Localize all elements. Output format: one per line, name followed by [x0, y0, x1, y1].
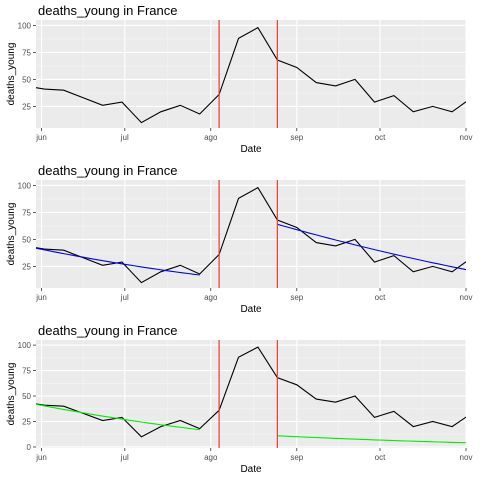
chart-1: deaths_young in France 25 50 75 100 jun jul ago…: [6, 3, 472, 155]
x-tick-label: jun: [35, 293, 47, 302]
y-tick-label: 50: [22, 235, 31, 244]
x-tick-label: nov: [460, 293, 473, 302]
y-tick-label: 50: [22, 392, 31, 401]
x-tick-label: jun: [35, 133, 47, 142]
series-line: [36, 346, 466, 438]
x-tick-label: jul: [120, 453, 129, 462]
plot-panel: [36, 180, 466, 288]
x-axis-label: Date: [240, 144, 262, 155]
y-axis-label: deaths_young: [6, 43, 17, 106]
series-line: [36, 26, 466, 124]
x-tick-label: sep: [290, 293, 303, 302]
x-tick-label: jul: [120, 293, 129, 302]
x-tick-label: nov: [460, 453, 473, 462]
chart-2: deaths_young in France 25 50 75 100 jun jul ago…: [6, 163, 472, 315]
chart-title: deaths_young in France: [38, 163, 177, 178]
y-tick-label: 25: [22, 418, 31, 427]
x-axis-label: Date: [240, 464, 262, 475]
plot-area: [36, 340, 466, 448]
plot-area: [36, 20, 466, 128]
y-tick-label: 75: [22, 48, 31, 57]
chart-title: deaths_young in France: [38, 3, 177, 18]
x-axis-label: Date: [240, 304, 262, 315]
x-tick-label: ago: [204, 453, 218, 462]
fit-curve-blue: [277, 223, 466, 271]
y-tick-label: 100: [18, 21, 32, 30]
y-tick-label: 75: [22, 367, 31, 376]
y-tick-label: 75: [22, 208, 31, 217]
x-tick-label: oct: [375, 133, 386, 142]
y-tick-label: 25: [22, 102, 31, 111]
plot-area: [36, 180, 466, 288]
x-tick-label: ago: [204, 293, 218, 302]
x-tick-label: oct: [375, 293, 386, 302]
x-tick-label: sep: [290, 453, 303, 462]
x-tick-label: ago: [204, 133, 218, 142]
series-line: [36, 186, 466, 284]
chart-title: deaths_young in France: [38, 323, 177, 338]
y-tick-label: 0: [27, 443, 32, 452]
plot-panel: [36, 340, 466, 448]
y-tick-label: 100: [18, 341, 32, 350]
y-tick-label: 25: [22, 262, 31, 271]
x-tick-label: jun: [35, 453, 47, 462]
x-tick-label: sep: [290, 133, 303, 142]
y-tick-label: 100: [18, 181, 32, 190]
x-tick-label: nov: [460, 133, 473, 142]
y-axis-label: deaths_young: [6, 203, 17, 266]
fit-curve-green: [36, 403, 200, 431]
fit-curve-green: [277, 435, 466, 444]
plot-panel: [36, 20, 466, 128]
chart-3: deaths_young in France 0 25 50 75 100 jun jul ag…: [6, 323, 472, 475]
y-axis-label: deaths_young: [6, 363, 17, 426]
y-tick-label: 50: [22, 75, 31, 84]
x-tick-label: oct: [375, 453, 386, 462]
x-tick-label: jul: [120, 133, 129, 142]
fit-curve-blue: [36, 247, 200, 276]
